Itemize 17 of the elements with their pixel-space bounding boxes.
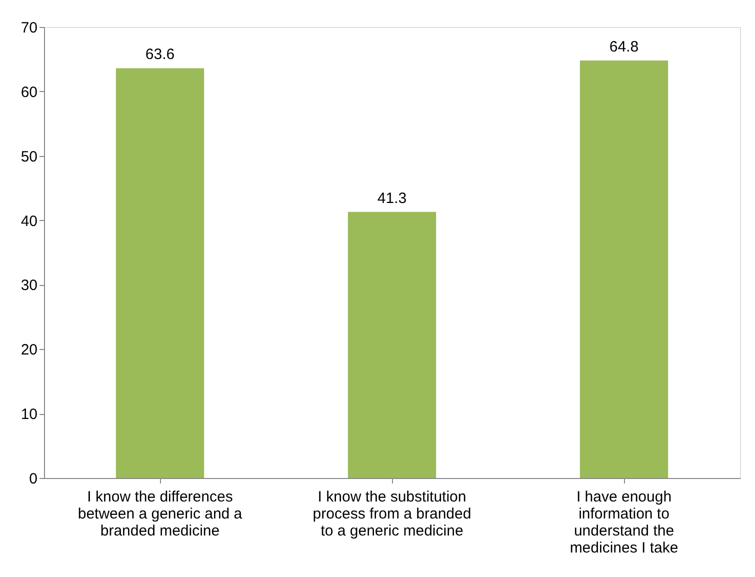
y-tick-label: 40 [20,212,38,230]
y-tick-label: 70 [20,20,38,36]
bar [116,68,204,478]
data-label: 63.6 [145,46,175,64]
bar [580,60,668,478]
data-label: 41.3 [377,190,407,207]
x-tick-label: I know the substitution process from a branded to a generic medicine [312,488,472,540]
y-tick-label: 60 [20,84,38,101]
data-label: 64.8 [609,38,639,56]
x-tick-label: I have enough information to understand the medicines I take [570,488,678,556]
y-tick-label: 20 [20,342,38,359]
bar [348,212,436,478]
y-tick-label: 10 [20,406,38,424]
y-tick-label: 30 [20,277,38,294]
y-tick-label: 0 [29,470,38,488]
y-tick-label: 50 [20,148,38,166]
x-tick-label: I know the differences between a generic and a branded medicine [78,488,243,540]
